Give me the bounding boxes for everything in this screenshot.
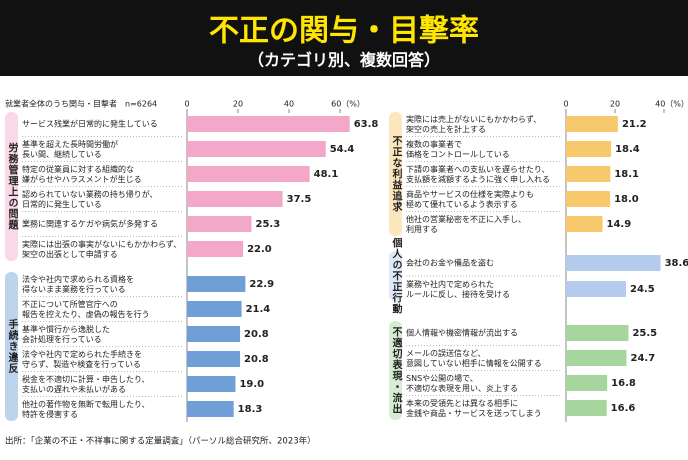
group-box (389, 321, 402, 420)
value-label: 25.5 (632, 328, 657, 339)
category-label: 他社の営業秘密を不正に入手し、利用する (406, 214, 526, 234)
bar (566, 166, 611, 182)
value-label: 16.8 (611, 378, 636, 389)
x-tick-label: 20 (233, 100, 243, 109)
bar (566, 141, 612, 157)
group-box (389, 251, 402, 301)
bar (566, 191, 611, 207)
category-label: 基準を超えた長時間労働が長い間、継続している (22, 139, 118, 159)
value-label: 20.8 (244, 354, 269, 365)
value-label: 20.8 (244, 329, 269, 340)
group-box (5, 272, 18, 421)
value-label: 14.9 (607, 219, 632, 230)
category-label: サービス残業が日常的に発生している (22, 119, 158, 129)
x-tick-label: 0 (563, 100, 568, 109)
category-label: 個人情報や機密情報が流出する (406, 328, 518, 338)
bar (187, 216, 252, 232)
x-tick-label: 40 (284, 100, 294, 109)
note: 就業者全体のうち関与・目撃者 n=6264 (5, 99, 157, 109)
bar (187, 141, 326, 157)
x-tick-label: 0 (184, 100, 189, 109)
group-box (5, 112, 18, 261)
value-label: 24.7 (631, 353, 656, 364)
value-label: 25.3 (256, 219, 281, 230)
source: 出所：「企業の不正・不祥事に関する定量調査」（パーソル総合研究所、2023年） (5, 436, 316, 447)
value-label: 37.5 (287, 194, 312, 205)
value-label: 24.5 (630, 284, 655, 295)
category-label: SNSや公開の場で、不適切な表現を用い、炎上する (406, 373, 518, 393)
x-tick-label: 60（%） (331, 100, 365, 109)
category-label: 商品やサービスの仕様を実際よりも極めて優れているよう表示する (406, 189, 534, 209)
subtitle: （カテゴリ別、複数回答） (248, 51, 440, 70)
bar (187, 351, 241, 367)
bar (187, 376, 236, 392)
category-label: 税金を不適切に計算・申告したり、支払いの遅れや未払いがある (22, 374, 150, 394)
bar (187, 301, 242, 317)
group-label: 不正な利益追求 (390, 135, 402, 212)
group-label: 手続き違反 (6, 318, 18, 374)
value-label: 18.3 (238, 404, 263, 415)
category-label: メールの誤送信など、意図していない相手に情報を公開する (406, 348, 542, 368)
bar (187, 191, 283, 207)
bar (187, 166, 310, 182)
category-label: 会社のお金や備品を盗む (406, 258, 494, 268)
bar (566, 400, 607, 416)
category-label: 下請の事業者への支払いを遅らせたり、支払額を減額するように強く申し入れる (406, 164, 550, 184)
category-label: 複数の事業者で価格をコントロールしている (406, 139, 510, 159)
bar (187, 116, 350, 132)
category-label: 認められていない業務の持ち帰りが、日常的に発生している (22, 189, 158, 209)
title: 不正の関与・目撃率 (209, 14, 479, 49)
bar (566, 255, 661, 271)
bar (566, 281, 627, 297)
group-label: 労務管理上の問題 (6, 141, 18, 230)
value-label: 63.8 (354, 119, 379, 130)
category-label: 他社の著作物を無断で転用したり、特許を侵害する (22, 399, 150, 419)
bar (566, 216, 603, 232)
bar (566, 375, 608, 391)
value-label: 22.9 (249, 279, 274, 290)
value-label: 18.1 (614, 169, 639, 180)
group-label: 個人の不正行動 (390, 236, 403, 314)
category-label: 法令や社内で定められた手続きを守らず、製造や検査を行っている (22, 349, 142, 369)
group-label: 不適切表現・流出 (390, 326, 403, 414)
x-tick-label: 40（%） (655, 100, 688, 109)
category-label: 業務に関連するケガや病気が多発する (22, 219, 158, 229)
bar (187, 276, 246, 292)
value-label: 54.4 (330, 144, 355, 155)
bar (566, 116, 618, 132)
value-label: 18.0 (614, 194, 639, 205)
bar (566, 350, 627, 366)
bar (187, 241, 244, 257)
x-tick-label: 20 (610, 100, 620, 109)
category-label: 基準や慣行から逸脱した会計処理を行っている (22, 324, 110, 344)
category-label: 本来の受領先とは異なる相手に金銭や商品・サービスを送ってしまう (406, 398, 542, 418)
value-label: 22.0 (247, 244, 272, 255)
bar (566, 325, 629, 341)
value-label: 38.6 (665, 258, 688, 269)
category-label: 業務や社内で定められたルールに反し、接待を受ける (406, 279, 510, 299)
value-label: 21.2 (622, 119, 647, 130)
header-band (0, 0, 688, 76)
value-label: 21.4 (246, 304, 271, 315)
category-label: 法令や社内で求められる資格を得ないまま業務を行っている (22, 274, 134, 294)
group-box (389, 112, 402, 236)
value-label: 16.6 (611, 403, 636, 414)
value-label: 48.1 (314, 169, 339, 180)
category-label: 実際には出張の事実がないにもかかわらず、架空の出張として申請する (22, 239, 181, 259)
category-label: 特定の従業員に対する組織的な嫌がらせやハラスメントが生じる (22, 164, 142, 184)
bar (187, 326, 241, 342)
bar (187, 401, 234, 417)
value-label: 19.0 (239, 379, 264, 390)
value-label: 18.4 (615, 144, 640, 155)
category-label: 不正について所管官庁への報告を控えたり、虚偽の報告を行う (22, 299, 150, 319)
category-label: 実際には売上がないにもかかわらず、架空の売上を計上する (406, 114, 541, 134)
